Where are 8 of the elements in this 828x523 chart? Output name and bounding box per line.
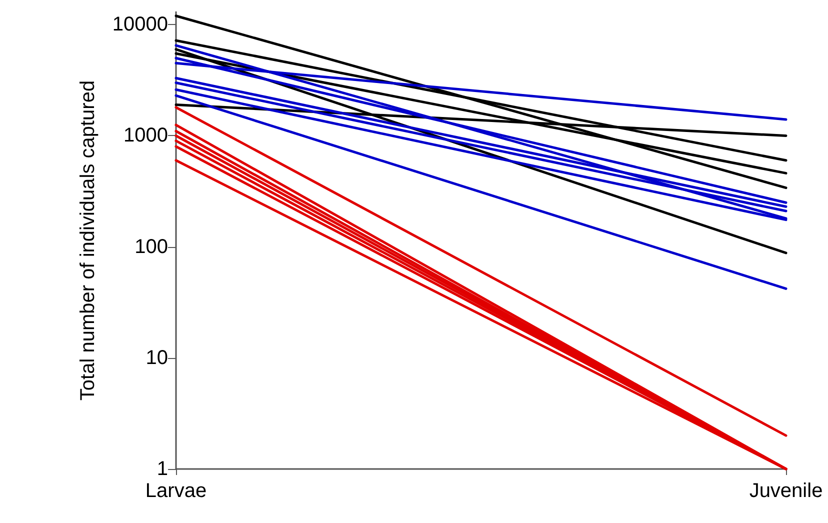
y-tick-label: 10 [146, 346, 168, 369]
y-tick-label: 100 [134, 236, 168, 258]
x-tick-label: Juvenile [749, 480, 823, 502]
y-tick-label: 10000 [112, 14, 168, 36]
y-tick-label: 1 [156, 458, 168, 480]
y-tick-label: 1000 [124, 124, 168, 147]
x-tick-label: Larvae [145, 480, 207, 502]
y-axis-title: Total number of individuals captured [77, 80, 99, 401]
